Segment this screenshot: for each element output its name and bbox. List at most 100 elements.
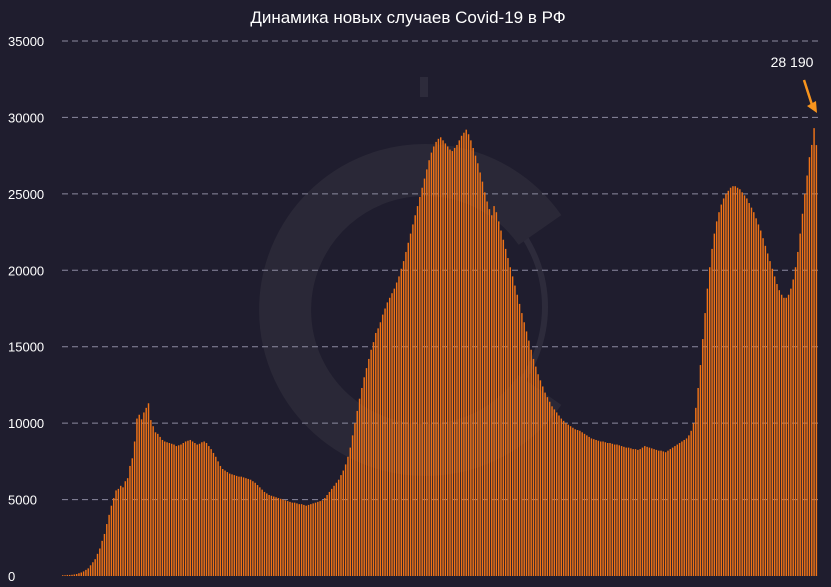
bar [126, 478, 129, 576]
bar [108, 514, 110, 576]
bar [279, 498, 282, 576]
bar [349, 447, 351, 576]
bar [175, 446, 178, 576]
bar [488, 209, 491, 576]
bar [80, 572, 82, 576]
bar [358, 398, 361, 576]
bar [546, 397, 549, 576]
bar [491, 215, 493, 576]
bar [521, 313, 523, 576]
bar [370, 349, 372, 576]
bar [405, 251, 407, 576]
bar [797, 251, 799, 576]
bar [365, 368, 368, 576]
bar [446, 146, 449, 576]
bar [560, 418, 563, 576]
bar [379, 322, 382, 576]
bar [753, 212, 755, 576]
bar [296, 503, 298, 576]
bar [811, 144, 813, 576]
bar [106, 524, 108, 576]
bar [801, 213, 804, 577]
bar [685, 438, 688, 576]
bar [386, 302, 389, 576]
bar [511, 276, 514, 576]
bar [667, 450, 669, 576]
bar [664, 452, 667, 576]
y-tick-label: 15000 [8, 340, 44, 355]
bar [748, 203, 750, 576]
bar [514, 285, 516, 576]
bar [581, 432, 583, 576]
bar [764, 245, 767, 576]
bar [133, 441, 136, 576]
bar [641, 447, 644, 576]
bar [356, 410, 358, 576]
y-tick-label: 20000 [8, 263, 44, 278]
bar [653, 449, 655, 576]
y-tick-label: 5000 [8, 493, 37, 508]
bar [64, 575, 66, 576]
bar [407, 242, 409, 576]
bar [184, 441, 187, 576]
bar [739, 189, 741, 576]
bar [92, 562, 94, 576]
bar [590, 438, 593, 576]
bar [310, 504, 312, 576]
bar [551, 406, 553, 576]
bar [815, 145, 818, 576]
bar [393, 288, 396, 576]
bar [477, 163, 479, 577]
bar [293, 502, 296, 576]
bar [391, 293, 393, 576]
bar [319, 501, 321, 576]
chart-title: Динамика новых случаев Covid-19 в РФ [250, 8, 565, 27]
bar [85, 569, 87, 576]
bar [574, 429, 576, 576]
bar [799, 233, 801, 576]
bar [725, 193, 727, 577]
bar [567, 424, 569, 576]
bar [711, 248, 713, 576]
bar [562, 420, 565, 576]
bar [194, 443, 196, 576]
bar [808, 157, 811, 577]
bar [706, 288, 709, 576]
bar [458, 140, 460, 577]
bar [124, 481, 127, 576]
bar [690, 430, 692, 576]
bar [678, 443, 681, 576]
bar [760, 230, 762, 577]
bar [201, 442, 203, 576]
bar [704, 313, 706, 576]
bar [576, 430, 579, 576]
bar [669, 449, 672, 576]
bar [242, 477, 245, 576]
bar [616, 444, 618, 576]
bar [440, 137, 442, 577]
bar [375, 332, 377, 576]
bar [611, 443, 614, 576]
bar [769, 261, 771, 576]
bar [335, 482, 338, 576]
bar [792, 279, 794, 576]
bar [518, 303, 521, 576]
bar [71, 574, 73, 576]
bar [597, 440, 600, 576]
bar [539, 380, 542, 576]
bar [154, 432, 157, 576]
bar [718, 212, 720, 576]
bar [780, 294, 783, 576]
bar [377, 328, 379, 576]
bar [307, 504, 310, 576]
bar [470, 140, 472, 577]
y-tick-label: 10000 [8, 416, 44, 431]
bar [502, 239, 505, 576]
y-tick-label: 25000 [8, 187, 44, 202]
bar [750, 207, 753, 577]
bar [727, 190, 729, 577]
bar [662, 451, 665, 576]
bar [101, 540, 103, 576]
bar [558, 415, 560, 576]
bar [205, 443, 208, 576]
